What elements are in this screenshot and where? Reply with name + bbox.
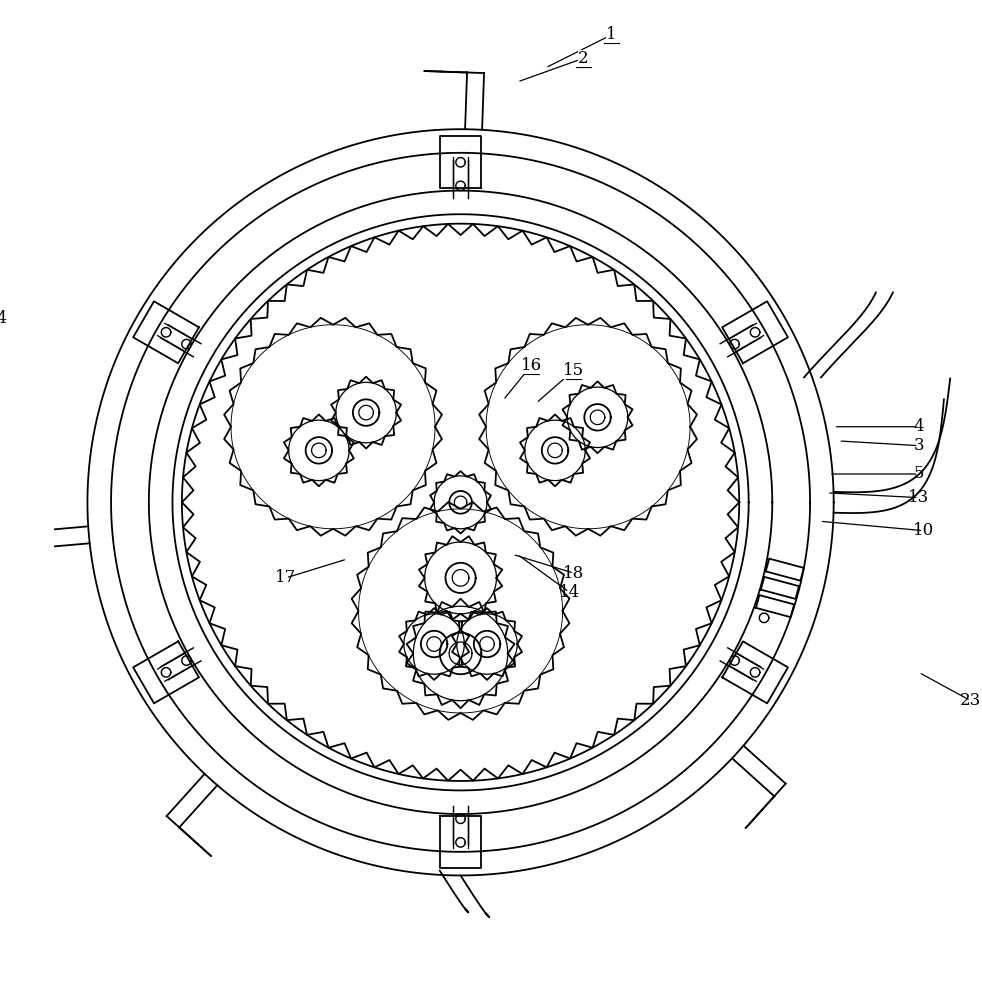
- Text: 24: 24: [0, 310, 8, 327]
- Text: 2: 2: [578, 50, 588, 67]
- Text: 5: 5: [913, 465, 924, 482]
- Text: 14: 14: [559, 584, 579, 601]
- Text: 18: 18: [564, 565, 584, 582]
- Text: 15: 15: [564, 362, 584, 379]
- Text: 13: 13: [908, 489, 929, 506]
- Text: 17: 17: [275, 569, 297, 586]
- Text: 16: 16: [520, 357, 542, 374]
- Text: 10: 10: [913, 522, 934, 539]
- Text: 4: 4: [913, 418, 924, 435]
- Text: 23: 23: [960, 692, 981, 709]
- Text: 1: 1: [607, 26, 617, 43]
- Text: 3: 3: [913, 437, 924, 454]
